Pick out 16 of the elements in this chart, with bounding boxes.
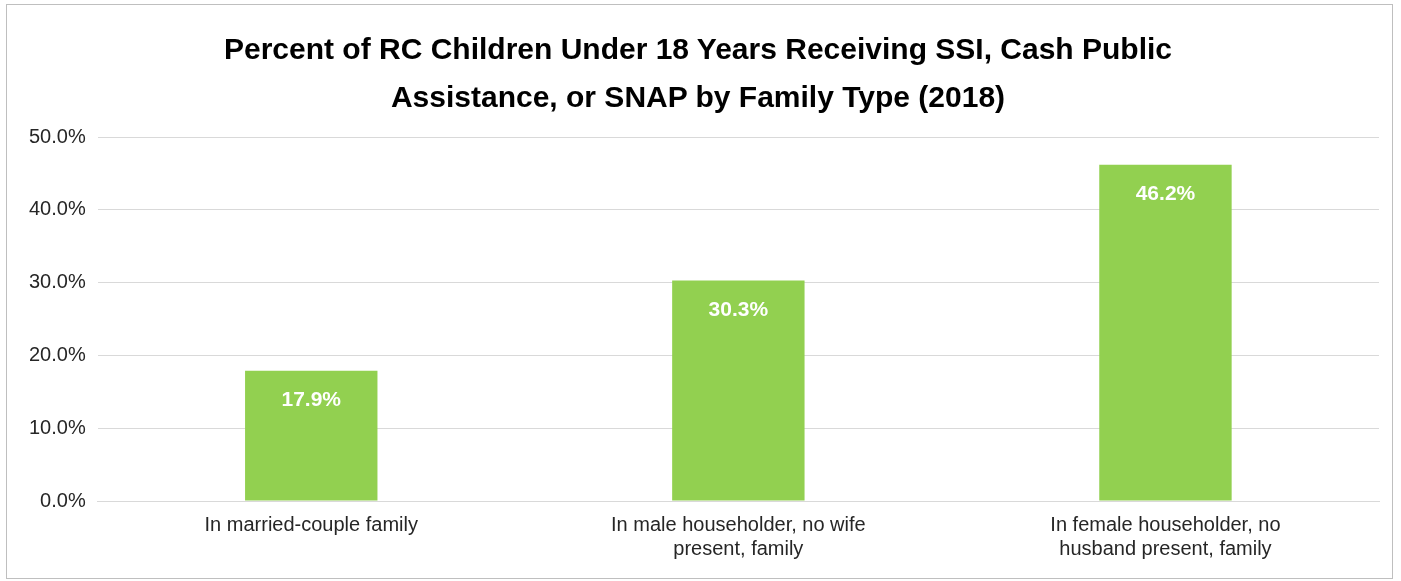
bar	[1099, 164, 1232, 501]
bar	[672, 280, 805, 501]
x-tick-label: In male householder, no wife present, family	[611, 512, 866, 559]
y-tick-label: 10.0%	[28, 415, 86, 438]
data-label: 46.2%	[1135, 181, 1196, 205]
y-tick-label: 0.0%	[40, 488, 86, 511]
y-tick-label: 50.0%	[28, 124, 86, 147]
bar	[245, 370, 378, 501]
y-tick-label: 20.0%	[28, 342, 86, 365]
data-label: 30.3%	[708, 297, 769, 321]
chart-title: Percent of RC Children Under 18 Years Receiving SSI, Cash Public Assistance, or SNAP by Family Type (2018)	[223, 32, 1173, 114]
x-tick-label: In female householder, no husband present, family	[1050, 512, 1281, 559]
x-tick-label: In married-couple family	[204, 512, 418, 535]
data-label: 17.9%	[281, 387, 342, 411]
y-tick-label: 40.0%	[28, 197, 86, 220]
y-tick-label: 30.0%	[28, 270, 86, 293]
